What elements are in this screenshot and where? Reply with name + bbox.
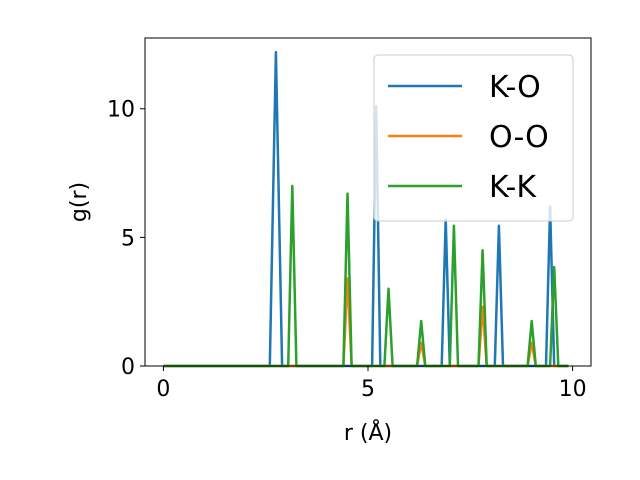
y-axis-ticks: 0 5 10 bbox=[107, 98, 145, 380]
y-tick-label: 0 bbox=[121, 355, 135, 380]
legend: K-O O-O K-K bbox=[373, 54, 574, 222]
x-tick-label: 0 bbox=[156, 377, 170, 402]
legend-label-k-k: K-K bbox=[489, 170, 537, 205]
x-tick-label: 10 bbox=[559, 377, 587, 402]
y-tick-label: 10 bbox=[107, 98, 135, 123]
x-tick-label: 5 bbox=[361, 377, 375, 402]
legend-label-o-o: O-O bbox=[489, 120, 549, 155]
y-tick-label: 5 bbox=[121, 226, 135, 251]
legend-label-k-o: K-O bbox=[489, 70, 541, 105]
x-axis-label: r (Å) bbox=[344, 419, 392, 446]
legend-box bbox=[373, 54, 574, 222]
x-axis-ticks: 0 5 10 bbox=[156, 366, 587, 402]
series-line-o-o bbox=[163, 277, 569, 368]
y-axis-label: g(r) bbox=[67, 182, 92, 222]
